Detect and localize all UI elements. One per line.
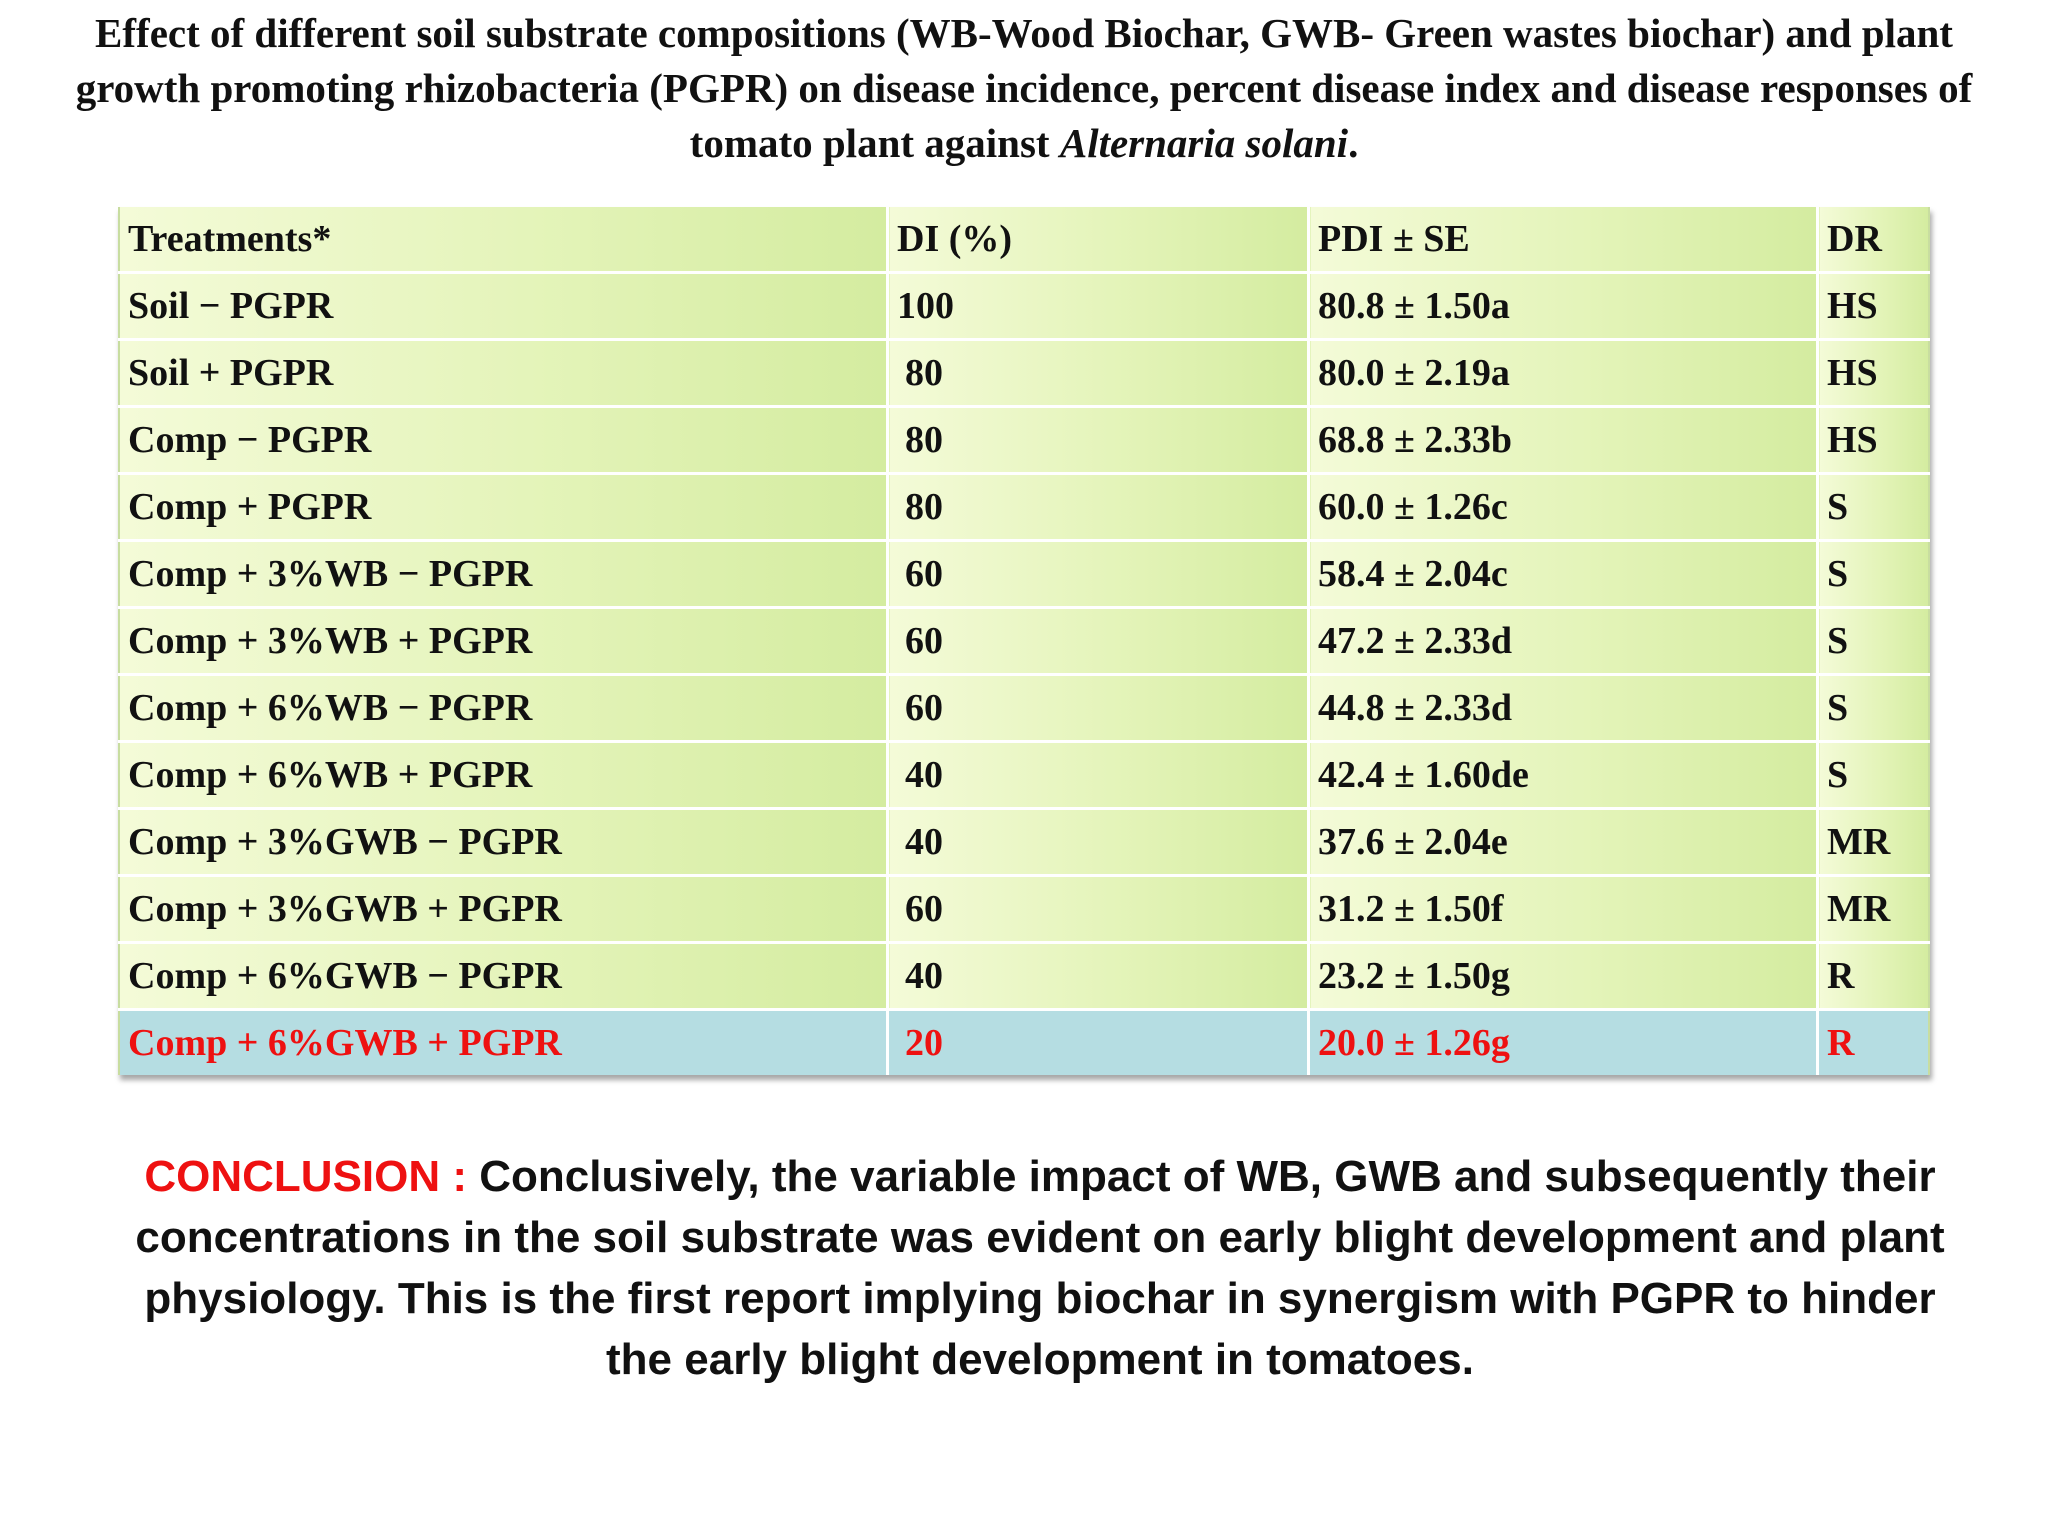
table-row: Comp + 3%WB + PGPR 60 47.2 ± 2.33d S xyxy=(118,606,1930,676)
title-main: Effect of different soil substrate compo… xyxy=(75,10,1973,166)
cell-dr: S xyxy=(1816,539,1930,609)
cell-treatment: Soil + PGPR xyxy=(118,338,889,408)
table-row: Soil + PGPR 80 80.0 ± 2.19a HS xyxy=(118,338,1930,408)
cell-treatment: Comp + 6%GWB + PGPR xyxy=(118,1008,889,1075)
cell-pdi: 42.4 ± 1.60de xyxy=(1307,740,1819,810)
table-row: Soil − PGPR 100 80.8 ± 1.50a HS xyxy=(118,271,1930,341)
cell-treatment: Comp − PGPR xyxy=(118,405,889,475)
cell-pdi: 60.0 ± 1.26c xyxy=(1307,472,1819,542)
cell-di: 60 xyxy=(886,673,1310,743)
cell-pdi: 80.0 ± 2.19a xyxy=(1307,338,1819,408)
cell-dr: HS xyxy=(1816,271,1930,341)
cell-dr: S xyxy=(1816,472,1930,542)
cell-dr: HS xyxy=(1816,405,1930,475)
header-dr: DR xyxy=(1816,207,1930,274)
cell-dr: S xyxy=(1816,740,1930,810)
cell-dr: MR xyxy=(1816,807,1930,877)
table-row: Comp + 3%GWB − PGPR 40 37.6 ± 2.04e MR xyxy=(118,807,1930,877)
table-row: Comp + 3%WB − PGPR 60 58.4 ± 2.04c S xyxy=(118,539,1930,609)
cell-pdi: 37.6 ± 2.04e xyxy=(1307,807,1819,877)
title-organism: Alternaria solani xyxy=(1059,120,1349,166)
cell-dr: R xyxy=(1816,1008,1930,1075)
cell-di: 80 xyxy=(886,338,1310,408)
table-row: Comp + 6%WB − PGPR 60 44.8 ± 2.33d S xyxy=(118,673,1930,743)
cell-treatment: Comp + 6%GWB − PGPR xyxy=(118,941,889,1011)
table-row: Comp + 6%WB + PGPR 40 42.4 ± 1.60de S xyxy=(118,740,1930,810)
cell-di: 40 xyxy=(886,807,1310,877)
cell-treatment: Comp + 3%GWB + PGPR xyxy=(118,874,889,944)
cell-treatment: Comp + PGPR xyxy=(118,472,889,542)
cell-treatment: Comp + 6%WB + PGPR xyxy=(118,740,889,810)
cell-di: 80 xyxy=(886,472,1310,542)
cell-di: 60 xyxy=(886,874,1310,944)
cell-pdi: 80.8 ± 1.50a xyxy=(1307,271,1819,341)
cell-treatment: Soil − PGPR xyxy=(118,271,889,341)
cell-pdi: 31.2 ± 1.50f xyxy=(1307,874,1819,944)
cell-di: 60 xyxy=(886,606,1310,676)
cell-pdi: 23.2 ± 1.50g xyxy=(1307,941,1819,1011)
conclusion: CONCLUSION : Conclusively, the variable … xyxy=(110,1146,1970,1390)
page-title: Effect of different soil substrate compo… xyxy=(60,6,1988,171)
header-pdi: PDI ± SE xyxy=(1307,207,1819,274)
cell-treatment: Comp + 3%WB − PGPR xyxy=(118,539,889,609)
cell-dr: HS xyxy=(1816,338,1930,408)
table-row: Comp + PGPR 80 60.0 ± 1.26c S xyxy=(118,472,1930,542)
cell-treatment: Comp + 6%WB − PGPR xyxy=(118,673,889,743)
table-row-highlighted: Comp + 6%GWB + PGPR 20 20.0 ± 1.26g R xyxy=(118,1008,1930,1075)
cell-di: 40 xyxy=(886,941,1310,1011)
cell-treatment: Comp + 3%WB + PGPR xyxy=(118,606,889,676)
header-treatments: Treatments* xyxy=(118,207,889,274)
cell-di: 40 xyxy=(886,740,1310,810)
cell-dr: S xyxy=(1816,673,1930,743)
table-row: Comp − PGPR 80 68.8 ± 2.33b HS xyxy=(118,405,1930,475)
cell-di: 20 xyxy=(886,1008,1310,1075)
cell-di: 80 xyxy=(886,405,1310,475)
table-header-row: Treatments* DI (%) PDI ± SE DR xyxy=(118,207,1930,274)
table-row: Comp + 6%GWB − PGPR 40 23.2 ± 1.50g R xyxy=(118,941,1930,1011)
title-end: . xyxy=(1348,120,1359,166)
conclusion-label: CONCLUSION : xyxy=(144,1152,468,1201)
cell-dr: S xyxy=(1816,606,1930,676)
cell-di: 60 xyxy=(886,539,1310,609)
table-row: Comp + 3%GWB + PGPR 60 31.2 ± 1.50f MR xyxy=(118,874,1930,944)
header-di: DI (%) xyxy=(886,207,1310,274)
cell-pdi: 20.0 ± 1.26g xyxy=(1307,1008,1819,1075)
cell-treatment: Comp + 3%GWB − PGPR xyxy=(118,807,889,877)
results-table: Treatments* DI (%) PDI ± SE DR Soil − PG… xyxy=(118,207,1930,1075)
results-table-grid: Treatments* DI (%) PDI ± SE DR Soil − PG… xyxy=(118,207,1930,1075)
cell-pdi: 47.2 ± 2.33d xyxy=(1307,606,1819,676)
cell-dr: MR xyxy=(1816,874,1930,944)
cell-di: 100 xyxy=(886,271,1310,341)
conclusion-text: Conclusively, the variable impact of WB,… xyxy=(135,1152,1945,1384)
cell-pdi: 68.8 ± 2.33b xyxy=(1307,405,1819,475)
cell-pdi: 44.8 ± 2.33d xyxy=(1307,673,1819,743)
cell-pdi: 58.4 ± 2.04c xyxy=(1307,539,1819,609)
cell-dr: R xyxy=(1816,941,1930,1011)
